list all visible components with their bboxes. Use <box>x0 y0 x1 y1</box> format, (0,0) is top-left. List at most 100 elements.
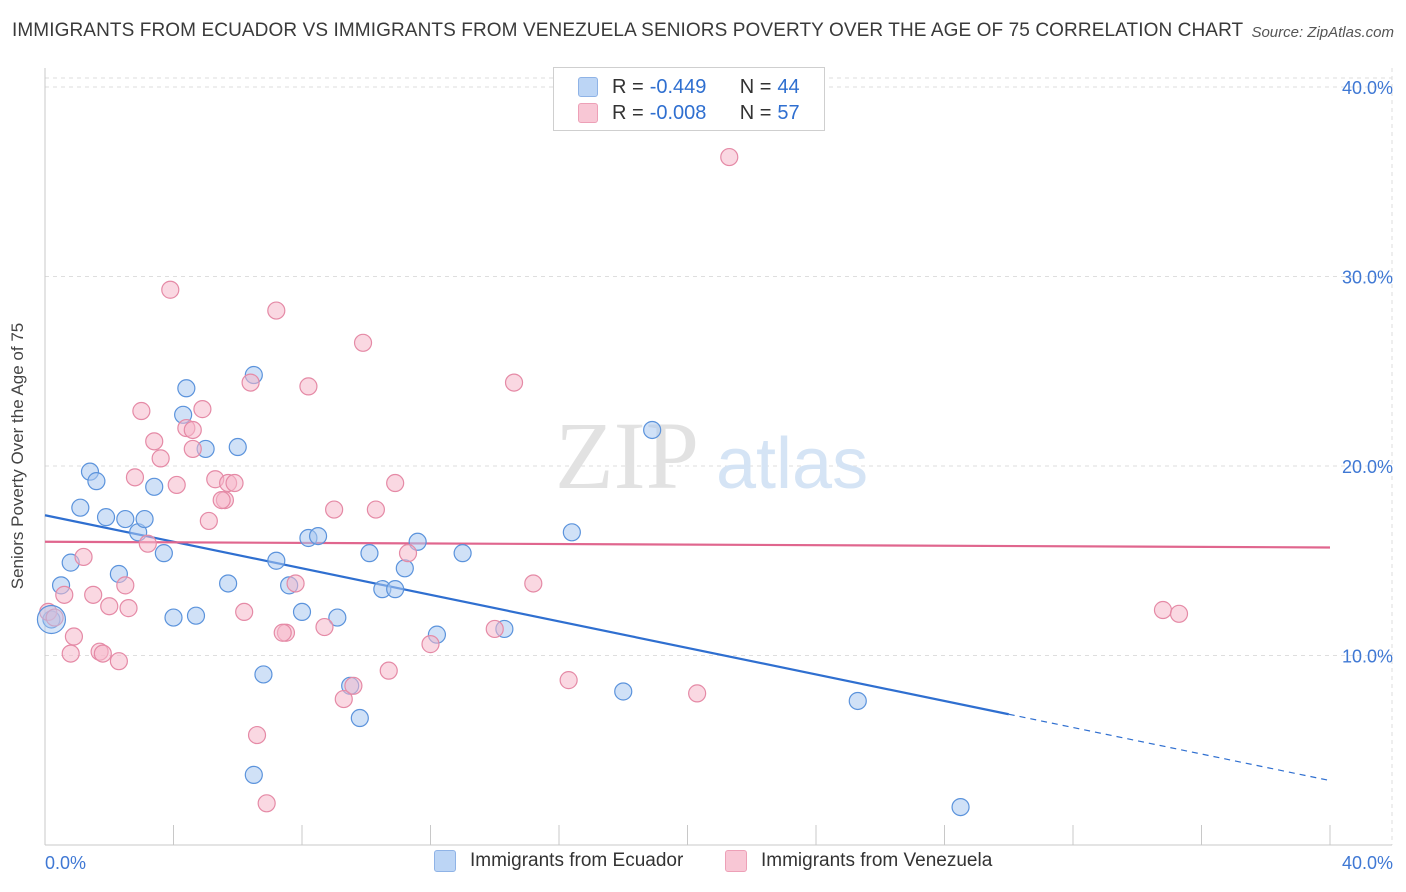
data-point <box>235 602 254 622</box>
data-point <box>614 682 633 701</box>
data-point <box>109 652 128 671</box>
legend-n-label: N = <box>739 101 772 124</box>
legend-swatch-ecuador <box>578 77 598 97</box>
data-point <box>267 301 286 320</box>
data-point <box>177 379 196 398</box>
data-point <box>193 400 212 419</box>
data-point <box>145 432 164 451</box>
y-tick-label: 10.0% <box>1342 646 1393 666</box>
data-point <box>64 627 84 646</box>
data-point <box>212 490 231 510</box>
y-tick-label: 20.0% <box>1342 457 1393 477</box>
data-point <box>398 544 418 563</box>
data-points <box>36 147 1189 817</box>
legend-n-value: 44 <box>777 75 800 98</box>
legend-r-label: R = <box>612 101 644 124</box>
bottom-legend-label-venezuela: Immigrants from Venezuela <box>761 850 993 871</box>
bottom-legend-swatch-ecuador <box>434 850 456 872</box>
data-point <box>55 585 74 604</box>
data-point <box>93 644 112 663</box>
watermark-zip: ZIP <box>555 402 699 509</box>
data-point <box>247 725 267 745</box>
data-point <box>559 671 578 690</box>
data-point <box>241 373 260 392</box>
bottom-legend-ecuador: Immigrants from Ecuador <box>434 850 683 872</box>
data-point <box>186 606 206 625</box>
grid-lines <box>45 68 1393 845</box>
data-point <box>360 544 379 563</box>
legend-n-label: N = <box>739 75 772 98</box>
data-point <box>100 597 119 616</box>
data-point <box>848 691 867 711</box>
data-point <box>328 608 347 627</box>
watermark-atlas: atlas <box>716 424 868 504</box>
legend-swatch-venezuela <box>578 103 598 123</box>
data-point <box>688 684 707 703</box>
data-point <box>562 523 581 542</box>
data-point <box>720 147 739 167</box>
data-point <box>421 635 440 654</box>
legend-r-value: -0.008 <box>649 101 707 124</box>
data-point <box>350 708 369 728</box>
data-point <box>116 576 135 595</box>
data-point <box>353 333 373 352</box>
legend-r-label: R = <box>612 75 644 98</box>
series-venezuela <box>39 147 1189 813</box>
bottom-legend-label-ecuador: Immigrants from Ecuador <box>470 850 684 871</box>
data-point <box>161 280 180 299</box>
data-point <box>286 574 305 593</box>
data-point <box>71 498 90 517</box>
legend-r-value: -0.449 <box>649 75 707 98</box>
data-point <box>524 574 543 593</box>
data-point <box>145 477 164 496</box>
data-point <box>504 373 524 392</box>
data-point <box>386 580 405 599</box>
data-point <box>135 509 154 529</box>
trend-line-venezuela <box>44 540 1331 549</box>
data-point <box>74 547 93 567</box>
watermark: ZIP atlas <box>555 402 868 509</box>
bottom-legend-swatch-venezuela <box>725 850 747 872</box>
data-point <box>643 420 662 440</box>
data-point <box>308 526 328 546</box>
data-point <box>273 623 292 642</box>
tick-labels: 10.0% 20.0% 30.0% 40.0% 0.0% 40.0% <box>45 78 1393 873</box>
data-point <box>116 509 135 529</box>
data-point <box>154 544 173 563</box>
data-point <box>84 585 103 604</box>
data-point <box>254 665 273 684</box>
data-point <box>183 439 202 459</box>
y-tick-label: 30.0% <box>1342 267 1393 287</box>
data-point <box>96 508 116 527</box>
data-point <box>299 377 318 396</box>
data-point <box>183 420 202 440</box>
data-point <box>951 797 970 817</box>
data-point <box>334 689 353 709</box>
data-point <box>167 475 186 495</box>
data-point <box>395 559 414 578</box>
data-point <box>228 437 247 457</box>
y-tick-label: 40.0% <box>1342 78 1393 98</box>
trend-line-ecuador-extension <box>1008 713 1331 782</box>
data-point <box>151 449 170 468</box>
data-point <box>225 473 244 493</box>
legend-row-ecuador: R = -0.449 N = 44 <box>578 75 800 99</box>
data-point <box>164 608 183 627</box>
bottom-legend-venezuela: Immigrants from Venezuela <box>725 850 992 872</box>
data-point <box>1153 600 1173 620</box>
trend-lines <box>44 514 1331 782</box>
data-point <box>315 617 334 637</box>
x-tick-label: 0.0% <box>45 853 86 873</box>
data-point <box>1169 604 1189 623</box>
data-point <box>119 599 138 618</box>
data-point-cluster <box>36 604 67 635</box>
y-axis-label: Seniors Poverty Over the Age of 75 <box>8 322 27 590</box>
axes <box>44 68 1392 846</box>
data-point <box>325 500 344 519</box>
correlation-legend: R = -0.449 N = 44 R = -0.008 N = 57 <box>553 67 825 131</box>
data-point <box>244 765 263 784</box>
data-point <box>219 574 238 593</box>
data-point <box>267 551 286 570</box>
legend-n-value: 57 <box>777 101 800 124</box>
